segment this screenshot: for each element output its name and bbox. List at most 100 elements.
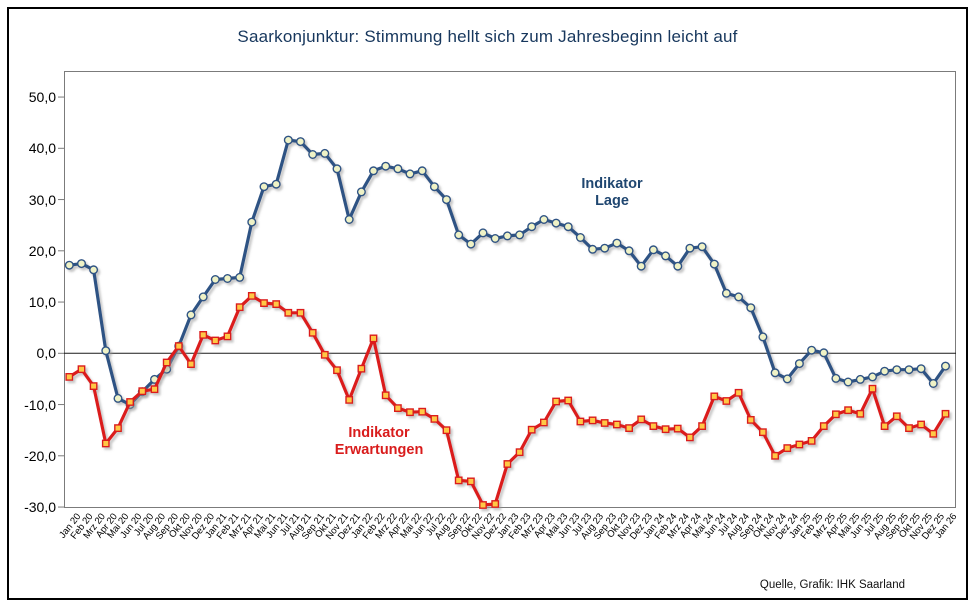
lage-data-point xyxy=(551,218,561,228)
erwartungen-data-point xyxy=(771,451,780,460)
lage-data-point xyxy=(502,231,512,241)
erwartungen-data-point xyxy=(746,416,755,424)
erwartungen-data-point xyxy=(892,412,901,421)
erwartungen-data-point xyxy=(308,328,317,337)
lage-data-point xyxy=(417,166,427,176)
erwartungen-data-point xyxy=(174,342,183,350)
lage-data-point xyxy=(186,310,196,320)
erwartungen-data-point xyxy=(564,396,573,405)
lage-data-point xyxy=(868,372,878,382)
y-axis-label: -30,0 xyxy=(24,499,56,516)
erwartungen-data-point xyxy=(260,299,268,307)
chart-title: Saarkonjunktur: Stimmung hellt sich zum … xyxy=(237,27,738,46)
lage-data-point xyxy=(819,348,829,358)
erwartungen-data-point xyxy=(138,387,147,396)
erwartungen-data-point xyxy=(479,501,487,509)
lage-data-point xyxy=(332,164,342,174)
erwartungen-data-point xyxy=(442,426,451,435)
erwartungen-data-point xyxy=(454,476,463,485)
erwartungen-data-point xyxy=(673,424,682,433)
y-axis-label: 40,0 xyxy=(28,140,56,157)
lage-data-point xyxy=(344,214,354,224)
erwartungen-data-point xyxy=(491,500,500,508)
erwartungen-data-point xyxy=(795,440,804,449)
lage-data-point xyxy=(673,261,683,271)
lage-data-point xyxy=(76,259,86,269)
lage-data-point xyxy=(721,288,731,298)
erwartungen-data-point xyxy=(296,308,305,317)
y-axis-label: 10,0 xyxy=(28,294,56,311)
lage-data-point xyxy=(563,222,573,232)
erwartungen-data-point xyxy=(65,373,74,381)
erwartungen-data-point xyxy=(759,428,767,437)
lage-data-point xyxy=(575,232,585,242)
erwartungen-data-point xyxy=(503,460,512,468)
y-axis-label: -20,0 xyxy=(24,447,56,464)
lage-data-point xyxy=(113,393,123,403)
lage-data-point xyxy=(381,161,391,171)
erwartungen-data-point xyxy=(162,358,171,367)
erwartungen-data-point xyxy=(698,422,707,430)
lage-data-point xyxy=(89,265,99,275)
source-note: Quelle, Grafik: IHK Saarland xyxy=(759,579,905,591)
erwartungen-data-point xyxy=(649,422,658,430)
lage-data-point xyxy=(880,366,890,376)
lage-data-point xyxy=(892,365,902,375)
lage-data-point xyxy=(904,365,914,375)
lage-data-point xyxy=(356,187,366,197)
erwartungen-data-point xyxy=(430,415,439,423)
lage-data-point xyxy=(490,233,500,243)
lage-data-point xyxy=(369,166,379,176)
erwartungen-data-point xyxy=(722,397,731,405)
lage-data-point xyxy=(454,230,464,240)
lage-data-point xyxy=(782,374,792,384)
erwartungen-data-point xyxy=(637,415,646,424)
lage-data-point xyxy=(648,245,658,255)
erwartungen-data-point xyxy=(819,422,828,430)
erwartungen-line xyxy=(67,294,948,507)
erwartungen-data-point xyxy=(686,433,694,442)
lage-data-point xyxy=(320,148,330,158)
lage-data-point xyxy=(770,368,780,378)
plot-area xyxy=(64,71,956,508)
lage-data-point xyxy=(855,374,865,384)
erwartungen-data-point xyxy=(515,448,524,457)
erwartungen-data-point xyxy=(710,392,719,401)
lage-data-point xyxy=(296,137,306,147)
lage-series xyxy=(64,135,951,410)
lage-data-point xyxy=(539,214,549,224)
erwartungen-data-point xyxy=(114,424,122,432)
lage-data-point xyxy=(807,345,817,355)
lage-data-point xyxy=(527,222,537,232)
y-axis-label: -10,0 xyxy=(24,396,56,413)
lage-data-point xyxy=(928,379,938,389)
erwartungen-data-point xyxy=(613,420,621,429)
lage-data-point xyxy=(794,359,804,369)
erwartungen-data-point xyxy=(369,334,378,343)
erwartungen-data-point xyxy=(734,388,743,397)
erwartungen-data-point xyxy=(929,429,938,438)
lage-data-point xyxy=(612,238,622,248)
erwartungen-data-point xyxy=(588,416,597,425)
erwartungen-data-point xyxy=(272,300,281,308)
erwartungen-data-point xyxy=(856,409,865,418)
y-axis-label: 30,0 xyxy=(28,191,56,208)
lage-label-line2: Lage xyxy=(595,193,629,209)
lage-data-point xyxy=(843,377,853,387)
lage-data-point xyxy=(758,332,768,342)
lage-data-point xyxy=(271,179,281,189)
lage-data-point xyxy=(515,230,525,240)
erwartungen-label-line2: Erwartungen xyxy=(334,442,424,458)
lage-data-point xyxy=(734,292,744,302)
lage-data-point xyxy=(916,364,926,374)
erwartungen-data-point xyxy=(540,418,548,427)
erwartungen-data-point xyxy=(394,404,402,412)
lage-data-point xyxy=(941,361,951,371)
erwartungen-data-point xyxy=(527,425,536,434)
erwartungen-data-point xyxy=(345,396,354,404)
erwartungen-data-point xyxy=(247,292,256,300)
erwartungen-data-point xyxy=(880,422,889,430)
erwartungen-data-point xyxy=(418,407,427,416)
lage-data-point xyxy=(259,182,269,192)
erwartungen-data-point xyxy=(381,391,390,400)
